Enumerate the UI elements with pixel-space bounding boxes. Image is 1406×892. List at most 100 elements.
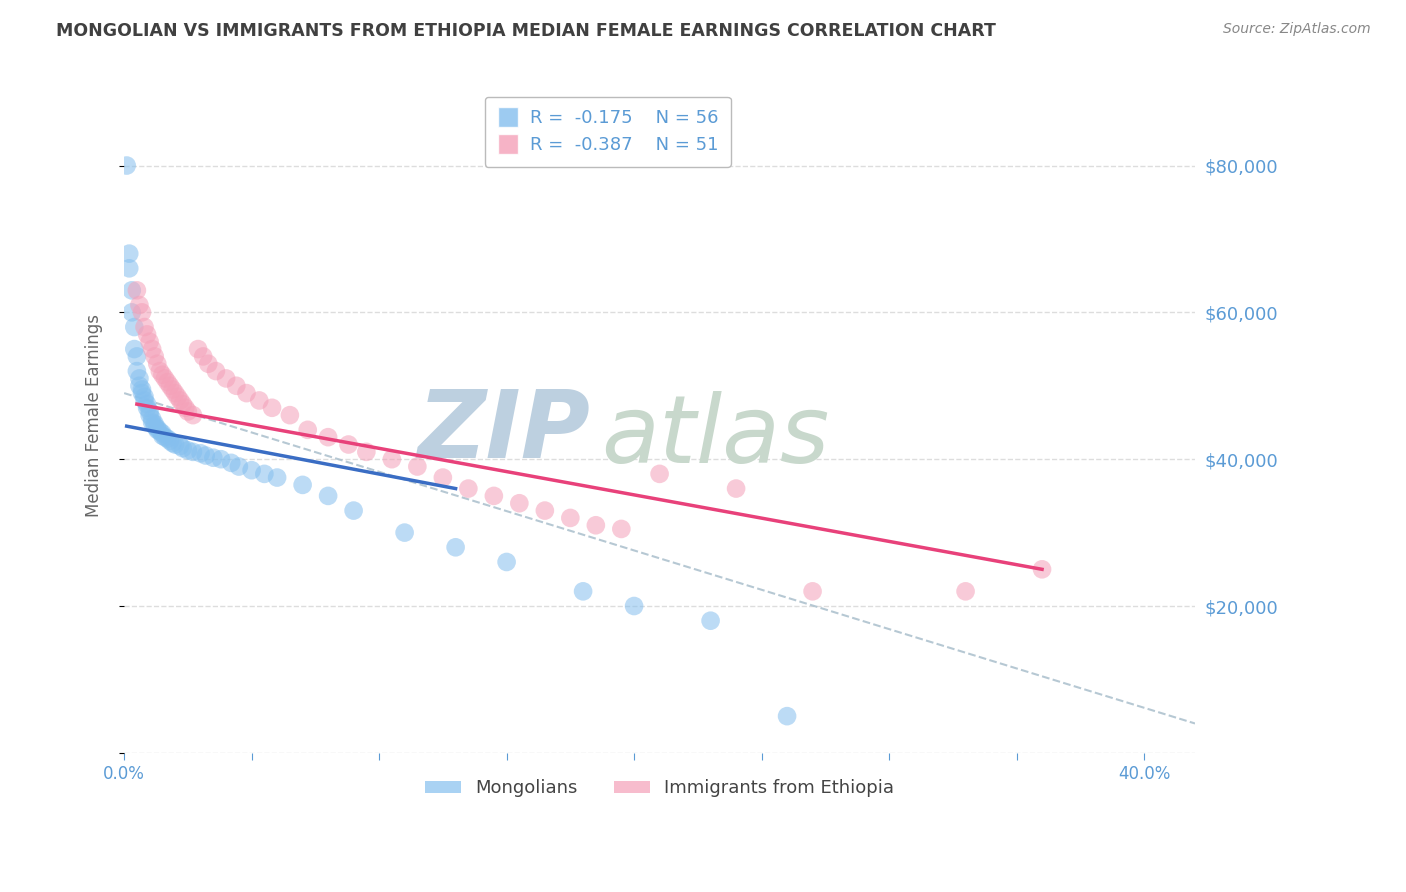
Point [162,436,184,450]
Point [134,320,156,334]
Point [169,439,191,453]
Point [146,421,169,435]
Point [136,397,159,411]
Point [124,320,146,334]
Point [291,478,314,492]
Point [343,503,366,517]
Point [316,489,339,503]
Point [146,423,169,437]
Point [240,463,263,477]
Point [228,459,250,474]
Point [197,357,219,371]
Point [150,368,173,382]
Point [202,450,225,465]
Point [172,441,194,455]
Point [165,437,187,451]
Point [136,327,159,342]
Point [205,364,228,378]
Point [247,393,270,408]
Point [124,342,146,356]
Point [121,305,143,319]
Point [141,412,163,426]
Point [572,584,595,599]
Point [585,518,607,533]
Point [149,425,172,439]
Point [260,401,283,415]
Point [316,430,339,444]
Point [131,305,153,319]
Point [169,393,191,408]
Point [143,350,166,364]
Point [115,159,138,173]
Point [534,503,557,517]
Point [225,378,247,392]
Point [128,371,150,385]
Point [118,261,141,276]
Point [801,584,824,599]
Point [177,404,200,418]
Point [149,364,172,378]
Point [136,401,159,415]
Point [482,489,505,503]
Point [215,371,238,385]
Point [406,459,429,474]
Point [153,430,176,444]
Point [172,397,194,411]
Point [159,378,181,392]
Text: ZIP: ZIP [418,386,591,478]
Point [209,452,232,467]
Point [444,541,467,555]
Point [150,428,173,442]
Point [125,283,148,297]
Point [1031,562,1053,576]
Point [266,470,288,484]
Y-axis label: Median Female Earnings: Median Female Earnings [86,314,103,516]
Point [297,423,319,437]
Point [146,357,169,371]
Point [118,246,141,260]
Point [181,445,204,459]
Point [138,334,160,349]
Point [508,496,530,510]
Point [125,364,148,378]
Point [150,426,173,441]
Point [187,342,209,356]
Point [153,371,176,385]
Point [610,522,633,536]
Point [776,709,799,723]
Point [166,390,188,404]
Point [134,393,156,408]
Point [177,443,200,458]
Point [121,283,143,297]
Point [394,525,416,540]
Point [725,482,748,496]
Point [194,449,217,463]
Point [143,417,166,431]
Legend: Mongolians, Immigrants from Ethiopia: Mongolians, Immigrants from Ethiopia [418,772,901,805]
Point [138,404,160,418]
Point [138,408,160,422]
Point [181,408,204,422]
Point [235,386,257,401]
Point [699,614,721,628]
Point [128,378,150,392]
Point [159,434,181,448]
Point [381,452,404,467]
Point [253,467,276,481]
Point [156,375,179,389]
Point [193,350,215,364]
Point [278,408,301,422]
Point [560,511,582,525]
Point [128,298,150,312]
Point [165,386,187,401]
Point [131,386,153,401]
Point [623,599,645,613]
Point [648,467,671,481]
Point [495,555,517,569]
Point [432,470,454,484]
Point [174,401,197,415]
Text: atlas: atlas [600,392,830,483]
Point [143,419,166,434]
Point [125,350,148,364]
Point [156,432,179,446]
